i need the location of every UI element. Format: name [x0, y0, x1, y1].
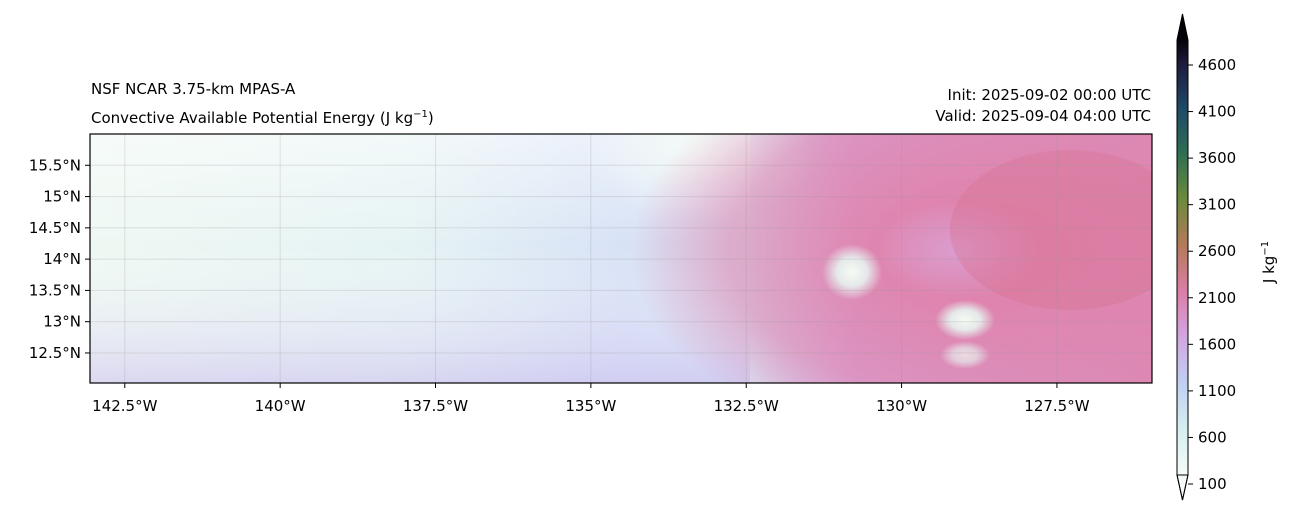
colorbar-extend-min	[1176, 474, 1189, 501]
x-tick-label: 130°W	[876, 397, 927, 415]
colorbar-tick-label: 3600	[1198, 149, 1236, 167]
y-tick-label: 15°N	[43, 188, 81, 206]
y-tick-label: 14°N	[43, 250, 81, 268]
colorbar-tick-label: 2100	[1198, 289, 1236, 307]
colorbar-extend-max	[1177, 14, 1188, 40]
x-tick-label: 137.5°W	[403, 397, 468, 415]
x-tick-label: 142.5°W	[92, 397, 157, 415]
colorbar-tick-label: 1100	[1198, 382, 1236, 400]
x-tick-label: 140°W	[255, 397, 306, 415]
colorbar-tick-label: 1600	[1198, 335, 1236, 353]
y-tick-label: 15.5°N	[29, 156, 81, 174]
latitude-axis: 15.5°N 15°N 14.5°N 14°N 13.5°N 13°N 12.5°N	[29, 156, 90, 362]
colorbar-label: J kg−1	[1260, 241, 1278, 284]
cape-field	[90, 134, 1152, 383]
graticule	[90, 134, 1152, 383]
x-tick-label: 132.5°W	[714, 397, 779, 415]
colorbar-tick-label: 600	[1198, 428, 1227, 446]
colorbar: 100 600 1100 1600 2100 2600 3100 3600 4100 4600 J…	[1176, 13, 1278, 501]
init-time: Init: 2025-09-02 00:00 UTC	[947, 86, 1151, 104]
colorbar-tick-label: 4600	[1198, 56, 1236, 74]
colorbar-tick-label: 2600	[1198, 242, 1236, 260]
y-tick-label: 13.5°N	[29, 281, 81, 299]
colorbar-outline	[1176, 13, 1189, 501]
longitude-axis: 142.5°W 140°W 137.5°W 135°W 132.5°W 130°W 127.…	[92, 383, 1090, 415]
y-tick-label: 12.5°N	[29, 344, 81, 362]
x-tick-label: 127.5°W	[1024, 397, 1089, 415]
field-title: Convective Available Potential Energy (J…	[91, 109, 434, 127]
y-tick-label: 14.5°N	[29, 219, 81, 237]
y-tick-label: 13°N	[43, 313, 81, 331]
colorbar-tick-label: 3100	[1198, 196, 1236, 214]
colorbar-tick-label: 100	[1198, 475, 1227, 493]
colorbar-tick-label: 4100	[1198, 103, 1236, 121]
map-frame	[89, 133, 1153, 384]
x-tick-label: 135°W	[565, 397, 616, 415]
model-title: NSF NCAR 3.75-km MPAS-A	[91, 80, 296, 98]
valid-time: Valid: 2025-09-04 04:00 UTC	[935, 107, 1151, 125]
